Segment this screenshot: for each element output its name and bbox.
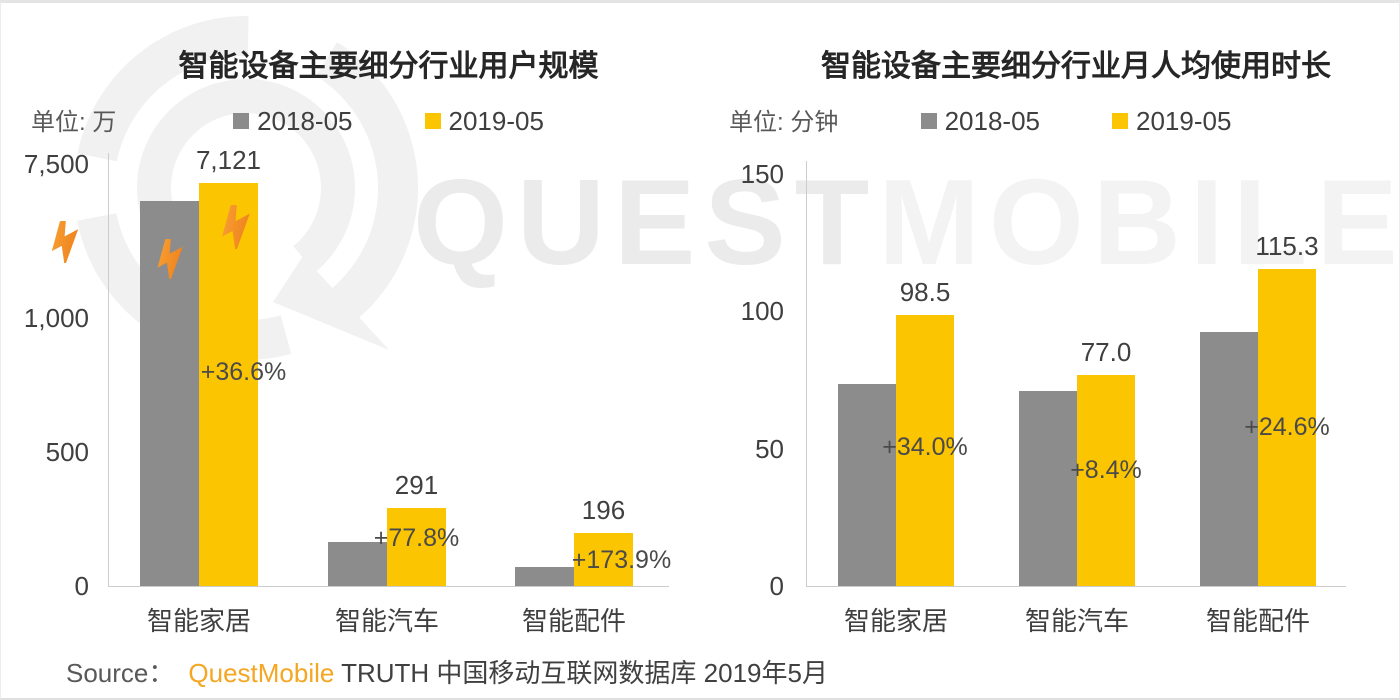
category-label-c2: 智能配件 (1205, 606, 1310, 636)
bar-2019-05-c1 (387, 508, 446, 586)
bar-2019-05-c2 (1258, 269, 1316, 586)
y-axis-line (806, 161, 807, 586)
legend-item-2019-05: 2019-05 (424, 106, 544, 136)
legend-label-2019-05: 2019-05 (1136, 106, 1232, 136)
legend-swatch-2019-05 (424, 113, 441, 129)
bar-2019-05-c0 (896, 315, 954, 586)
growth-label-c1: +8.4% (1070, 456, 1142, 484)
bar-2018-05-c2 (1200, 332, 1258, 586)
value-label-c0: 7,121 (195, 144, 262, 175)
legend-swatch-2018-05 (233, 113, 250, 129)
category-label-c1: 智能汽车 (1024, 606, 1129, 636)
legend-swatch-2018-05 (920, 113, 937, 129)
legend-item-2018-05: 2018-05 (920, 106, 1040, 136)
legend-right: 2018-05 2019-05 (806, 106, 1346, 136)
legend-item-2018-05: 2018-05 (233, 106, 353, 136)
category-label-c2: 智能配件 (521, 606, 626, 636)
legend-swatch-2019-05 (1112, 113, 1128, 129)
chart-title-users: 智能设备主要细分行业用户规模 (178, 50, 599, 83)
y-tick-label: 0 (769, 571, 784, 601)
growth-label-c0: +36.6% (200, 358, 287, 386)
bar-2019-05-c2 (574, 533, 633, 586)
axis-break-bolt-icon (51, 221, 79, 263)
legend-item-2019-05: 2019-05 (1112, 106, 1232, 136)
bar-break-bolt-icon-2019 (222, 205, 250, 249)
y-tick-label: 7,500 (23, 148, 89, 179)
category-label-c0: 智能家居 (843, 606, 948, 636)
value-label-c0: 98.5 (899, 277, 951, 308)
y-tick-label: 50 (755, 433, 784, 464)
source-prefix: Source： (66, 658, 175, 688)
x-axis-line (108, 586, 669, 587)
value-label-c1: 291 (394, 469, 439, 500)
growth-label-c2: +24.6% (1244, 413, 1330, 441)
bar-2019-05-c1 (1077, 375, 1135, 586)
bar-break-bolt-icon-2018 (157, 239, 183, 279)
value-label-c2: 196 (581, 495, 626, 526)
value-label-c2: 115.3 (1255, 231, 1319, 262)
bar-2018-05-c1 (1019, 391, 1077, 586)
growth-label-c2: +173.9% (571, 546, 672, 574)
y-tick-label: 500 (45, 436, 89, 467)
source-brand-questmobile: QuestMobile (188, 658, 335, 688)
questmobile-text-watermark: QUESTMOBILE (413, 161, 1399, 283)
source-description: TRUTH 中国移动互联网数据库 2019年5月 (334, 658, 828, 688)
bar-2018-05-c1 (328, 542, 387, 586)
legend-left: 2018-05 2019-05 (108, 106, 669, 136)
bar-2019-05-c0 (199, 183, 258, 586)
y-axis-line (108, 153, 109, 586)
value-label-c1: 77.0 (1080, 336, 1132, 367)
watermark-mobile: MOBILE (878, 154, 1400, 290)
legend-label-2019-05: 2019-05 (448, 106, 544, 136)
watermark-quest: QUEST (413, 154, 879, 290)
y-tick-label: 100 (740, 296, 784, 327)
chart-title-duration: 智能设备主要细分行业月人均使用时长 (821, 50, 1331, 83)
category-label-c1: 智能汽车 (334, 606, 439, 636)
growth-label-c1: +77.8% (373, 524, 460, 552)
growth-label-c0: +34.0% (882, 433, 968, 461)
y-tick-label: 1,000 (23, 302, 89, 333)
legend-label-2018-05: 2018-05 (944, 106, 1040, 136)
y-tick-label: 150 (740, 159, 784, 189)
bar-2018-05-c0 (838, 384, 896, 586)
legend-label-2018-05: 2018-05 (257, 106, 353, 136)
source-line: Source： QuestMobile TRUTH 中国移动互联网数据库 2019… (66, 655, 828, 691)
x-axis-line (806, 586, 1346, 587)
y-tick-label: 0 (74, 571, 89, 601)
unit-label-right: 单位: 分钟 (729, 109, 839, 136)
unit-label-left: 单位: 万 (31, 109, 117, 136)
category-label-c0: 智能家居 (146, 606, 251, 636)
bar-2018-05-c2 (515, 567, 574, 586)
